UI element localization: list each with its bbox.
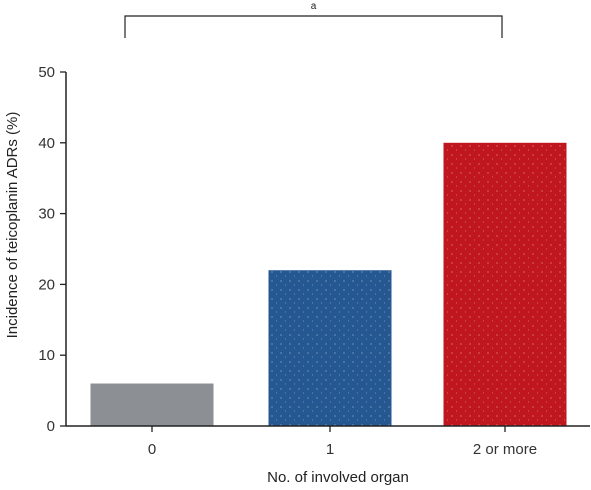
y-tick-label: 50: [38, 64, 55, 81]
y-axis-title: Incidence of teicoplanin ADRs (%): [4, 112, 21, 339]
y-tick-label: 0: [47, 418, 55, 435]
bar-texture: [268, 270, 392, 426]
significance-label: a: [311, 1, 317, 12]
y-tick-label: 30: [38, 206, 55, 223]
x-tick-label: 2 or more: [473, 441, 537, 458]
y-tick-label: 10: [38, 347, 55, 364]
x-ticks-group: 0 1 2 or more: [148, 426, 537, 458]
x-tick-label: 1: [326, 441, 334, 458]
y-tick-label: 20: [38, 276, 55, 293]
x-tick-label: 0: [148, 441, 156, 458]
significance-bracket-group: a: [124, 1, 503, 38]
bar: [90, 383, 214, 426]
x-axis-title: No. of involved organ: [267, 469, 409, 486]
y-ticks-group: 0 10 20 30 40 50: [38, 64, 66, 435]
y-tick-label: 40: [38, 135, 55, 152]
bar-texture-group: [268, 142, 567, 427]
axes-group: [65, 72, 590, 427]
bar-texture: [443, 142, 567, 427]
significance-bracket: [124, 15, 503, 38]
